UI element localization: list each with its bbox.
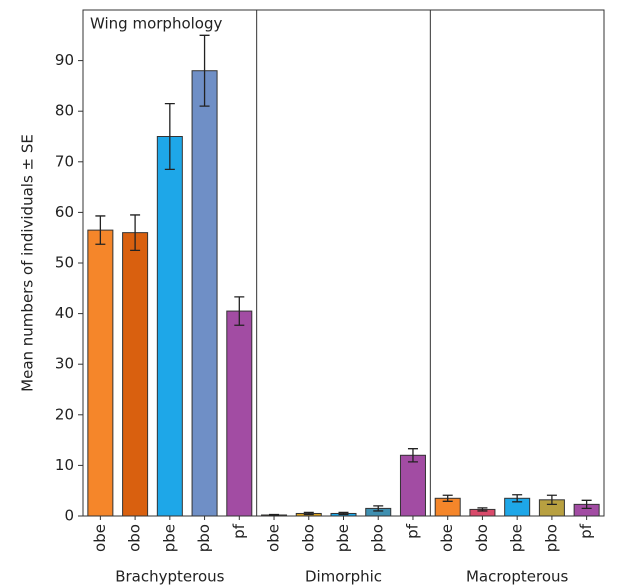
- group-label: Macropterous: [466, 568, 569, 586]
- x-tick-label: obe: [265, 524, 283, 552]
- error-bar: [130, 214, 141, 251]
- x-tick-label: obo: [473, 524, 491, 552]
- x-tick-label: pbe: [334, 524, 352, 552]
- error-bar: [546, 494, 557, 506]
- y-tick-label: 10: [55, 456, 74, 474]
- group-label: Brachypterous: [115, 568, 224, 586]
- error-bar: [442, 494, 453, 502]
- x-tick-label: pf: [403, 523, 421, 539]
- x-tick-label: obo: [299, 524, 317, 552]
- y-tick-label: 70: [55, 152, 74, 170]
- x-tick-label: pbe: [160, 524, 178, 552]
- y-tick-label: 90: [55, 51, 74, 69]
- x-tick-label: obe: [438, 524, 456, 552]
- bar: [156, 136, 183, 517]
- error-bar: [303, 511, 314, 516]
- x-tick-label: pf: [577, 523, 595, 539]
- x-tick-label: pbe: [508, 524, 526, 552]
- error-bar: [269, 513, 280, 517]
- error-bar: [581, 499, 592, 510]
- x-tick-label: pbo: [369, 524, 387, 552]
- error-bar: [477, 507, 488, 512]
- error-bar: [373, 505, 384, 512]
- group-label: Dimorphic: [305, 568, 382, 586]
- error-bar: [199, 34, 210, 107]
- bar: [87, 229, 114, 517]
- x-tick-label: pbo: [195, 524, 213, 552]
- error-bar: [95, 215, 106, 245]
- y-tick-label: 20: [55, 405, 74, 423]
- y-axis-label: Mean numbers of individuals ± SE: [19, 134, 37, 392]
- chart-title: Wing morphology: [90, 15, 222, 33]
- error-bar: [407, 448, 418, 463]
- error-bar: [338, 511, 349, 516]
- y-tick-label: 80: [55, 102, 74, 120]
- error-bar: [234, 296, 245, 326]
- y-tick-label: 30: [55, 355, 74, 373]
- x-tick-label: obe: [91, 524, 109, 552]
- y-tick-label: 0: [64, 507, 74, 525]
- bar: [226, 310, 253, 517]
- x-tick-label: obo: [126, 524, 144, 552]
- x-tick-label: pf: [230, 523, 248, 539]
- bar: [191, 70, 218, 517]
- x-tick-label: pbo: [542, 524, 560, 552]
- error-bar: [512, 494, 523, 503]
- y-tick-label: 60: [55, 203, 74, 221]
- error-bar: [164, 102, 175, 171]
- y-tick-label: 50: [55, 254, 74, 272]
- y-tick-label: 40: [55, 304, 74, 322]
- bar: [122, 232, 149, 517]
- bar: [399, 454, 426, 517]
